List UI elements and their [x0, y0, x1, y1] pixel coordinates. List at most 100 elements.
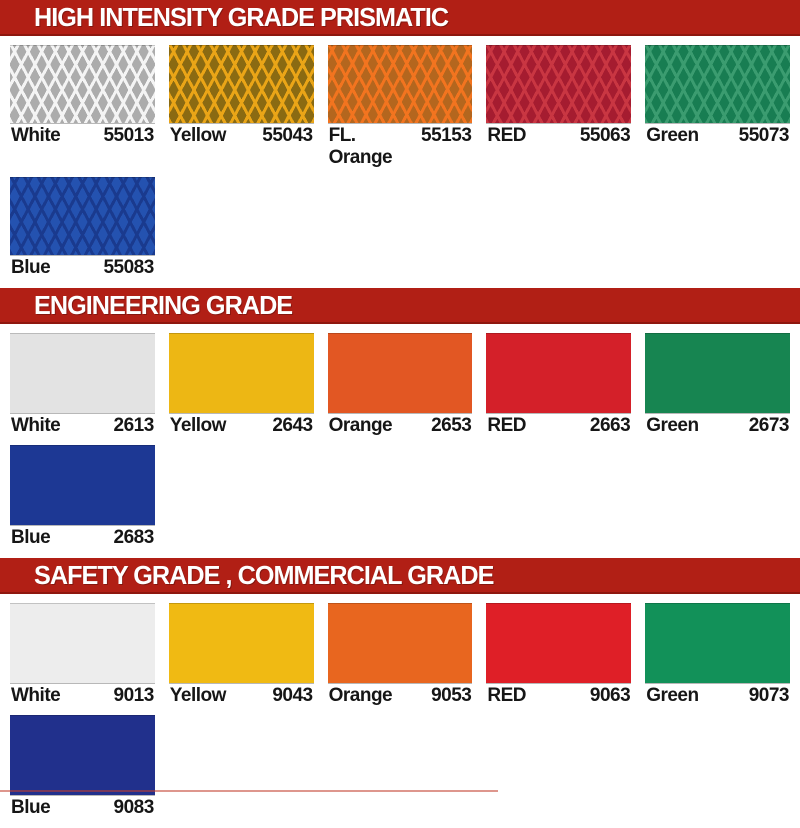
- swatch-name-label: Blue: [11, 797, 51, 818]
- swatch-code-label: 9083: [113, 797, 155, 818]
- swatch-name-label: FL. Orange: [328, 125, 393, 168]
- swatch-name-label: Green: [646, 415, 699, 436]
- swatch-grid: White 9013 Yellow 9043 Orange 9053 RED 9…: [0, 594, 800, 828]
- color-swatch-blue: [10, 445, 155, 525]
- swatch-cell-fl-orange: FL. Orange 55153: [327, 45, 473, 172]
- swatch-label-row: Orange 2653: [328, 413, 473, 440]
- section-title: HIGH INTENSITY GRADE PRISMATIC: [34, 1, 449, 32]
- section-header-bar: HIGH INTENSITY GRADE PRISMATIC: [0, 0, 800, 36]
- swatch-name-label: RED: [487, 415, 527, 436]
- swatch-label-row: RED 2663: [486, 413, 631, 440]
- swatch-code-label: 2653: [431, 415, 472, 436]
- swatch-code-label: 55153: [421, 125, 472, 146]
- color-swatch-fl-orange: [327, 45, 473, 123]
- swatch-code-label: 9063: [589, 685, 631, 706]
- swatch-name-label: RED: [487, 125, 527, 146]
- swatch-name-label: Yellow: [169, 685, 227, 706]
- swatch-code-label: 2663: [589, 415, 631, 436]
- swatch-label-row: Blue 9083: [10, 795, 155, 822]
- swatch-code-label: 55073: [738, 125, 790, 146]
- swatch-cell-white: White 2613: [10, 333, 155, 440]
- swatch-cell-orange: Orange 9053: [327, 603, 473, 710]
- color-swatch-white: [10, 333, 155, 413]
- swatch-code-label: 9043: [272, 685, 313, 706]
- swatch-label-row: Orange 9053: [328, 683, 473, 710]
- swatch-label-row: RED 9063: [486, 683, 631, 710]
- swatch-code-label: 2643: [272, 415, 313, 436]
- section-title: ENGINEERING GRADE: [34, 289, 293, 320]
- color-swatch-white: [10, 603, 155, 683]
- swatch-code-label: 9053: [431, 685, 472, 706]
- swatch-cell-yellow: Yellow 55043: [168, 45, 314, 172]
- swatch-label-row: Blue 2683: [10, 525, 155, 552]
- swatch-name-label: Green: [646, 125, 699, 146]
- section-header-bar: SAFETY GRADE , COMMERCIAL GRADE: [0, 558, 800, 594]
- section-header-bar: ENGINEERING GRADE: [0, 288, 800, 324]
- swatch-cell-red: RED 2663: [486, 333, 632, 440]
- swatch-cell-blue: Blue 9083: [10, 715, 155, 822]
- swatch-cell-yellow: Yellow 2643: [168, 333, 314, 440]
- section-engineering-grade: ENGINEERING GRADE White 2613 Yellow 2643…: [0, 288, 800, 558]
- swatch-code-label: 2613: [113, 415, 155, 436]
- swatch-code-label: 55043: [262, 125, 313, 146]
- swatch-code-label: 2683: [113, 527, 155, 548]
- swatch-label-row: FL. Orange 55153: [328, 123, 473, 172]
- swatch-name-label: White: [11, 125, 61, 146]
- swatch-name-label: Blue: [11, 527, 51, 548]
- swatch-code-label: 9013: [113, 685, 155, 706]
- color-swatch-yellow: [168, 333, 314, 413]
- swatch-cell-green: Green 2673: [645, 333, 790, 440]
- color-swatch-blue: [10, 715, 155, 795]
- swatch-cell-white: White 55013: [10, 45, 155, 172]
- swatch-label-row: Yellow 2643: [169, 413, 314, 440]
- swatch-name-label: Yellow: [169, 125, 227, 146]
- color-swatch-red: [486, 45, 632, 123]
- swatch-name-label: Green: [646, 685, 699, 706]
- swatch-label-row: Yellow 9043: [169, 683, 314, 710]
- color-swatch-yellow: [168, 603, 314, 683]
- swatch-cell-green: Green 55073: [645, 45, 790, 172]
- color-swatch-yellow: [168, 45, 314, 123]
- color-swatch-white: [10, 45, 155, 123]
- swatch-name-label: Blue: [11, 257, 51, 278]
- swatch-name-label: Yellow: [169, 415, 227, 436]
- swatch-cell-orange: Orange 2653: [327, 333, 473, 440]
- color-swatch-green: [645, 45, 790, 123]
- color-swatch-orange: [327, 333, 473, 413]
- swatch-label-row: White 2613: [10, 413, 155, 440]
- swatch-label-row: White 55013: [10, 123, 155, 150]
- swatch-label-row: Green 9073: [645, 683, 790, 710]
- section-high-intensity-prismatic: HIGH INTENSITY GRADE PRISMATIC White 550…: [0, 0, 800, 288]
- swatch-cell-blue: Blue 2683: [10, 445, 155, 552]
- swatch-grid: White 55013 Yellow 55043 FL. Orange 5515…: [0, 36, 800, 288]
- swatch-label-row: White 9013: [10, 683, 155, 710]
- swatch-code-label: 2673: [748, 415, 790, 436]
- swatch-cell-yellow: Yellow 9043: [168, 603, 314, 710]
- swatch-label-row: Yellow 55043: [169, 123, 314, 150]
- color-swatch-orange: [327, 603, 473, 683]
- swatch-code-label: 55063: [579, 125, 631, 146]
- swatch-label-row: Blue 55083: [10, 255, 155, 282]
- swatch-cell-green: Green 9073: [645, 603, 790, 710]
- bottom-scan-rule: [0, 790, 498, 792]
- section-safety-commercial-grade: SAFETY GRADE , COMMERCIAL GRADE White 90…: [0, 558, 800, 828]
- color-swatch-green: [645, 333, 790, 413]
- swatch-name-label: Orange: [328, 415, 393, 436]
- swatch-name-label: RED: [487, 685, 527, 706]
- swatch-cell-red: RED 55063: [486, 45, 632, 172]
- color-swatch-red: [486, 603, 632, 683]
- color-swatch-blue: [10, 177, 155, 255]
- swatch-code-label: 55083: [103, 257, 154, 278]
- swatch-label-row: Green 55073: [645, 123, 790, 150]
- swatch-name-label: Orange: [328, 685, 393, 706]
- swatch-code-label: 9073: [748, 685, 790, 706]
- color-swatch-green: [645, 603, 790, 683]
- swatch-cell-blue: Blue 55083: [10, 177, 155, 282]
- swatch-code-label: 55013: [103, 125, 154, 146]
- swatch-cell-red: RED 9063: [486, 603, 632, 710]
- swatch-grid: White 2613 Yellow 2643 Orange 2653 RED 2…: [0, 324, 800, 558]
- section-title: SAFETY GRADE , COMMERCIAL GRADE: [34, 559, 494, 590]
- swatch-name-label: White: [11, 415, 61, 436]
- swatch-name-label: White: [11, 685, 61, 706]
- color-swatch-red: [486, 333, 632, 413]
